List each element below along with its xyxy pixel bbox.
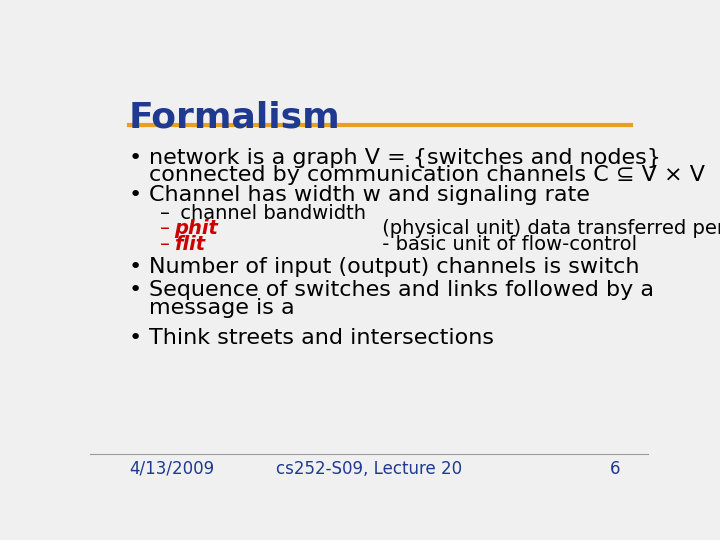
Text: •: •: [129, 328, 143, 348]
Text: –: –: [160, 235, 170, 254]
Text: •: •: [129, 258, 143, 278]
Text: •: •: [129, 185, 143, 205]
Text: 4/13/2009: 4/13/2009: [129, 460, 214, 478]
Text: –: –: [160, 204, 170, 222]
Text: network is a graph V = {switches and nodes}: network is a graph V = {switches and nod…: [148, 148, 660, 168]
Text: Sequence of switches and links followed by a: Sequence of switches and links followed …: [148, 280, 654, 300]
Text: •: •: [129, 280, 143, 300]
Text: phit: phit: [174, 219, 217, 239]
Text: - basic unit of flow-control: - basic unit of flow-control: [376, 235, 637, 254]
Text: Channel has width w and signaling rate: Channel has width w and signaling rate: [148, 185, 597, 205]
Text: (physical unit) data transferred per cycle: (physical unit) data transferred per cyc…: [376, 219, 720, 239]
Text: flit: flit: [174, 235, 204, 254]
Text: message is a: message is a: [148, 298, 302, 318]
Text: Number of input (output) channels is switch: Number of input (output) channels is swi…: [148, 258, 647, 278]
Text: Formalism: Formalism: [129, 100, 341, 134]
Text: channel bandwidth: channel bandwidth: [174, 204, 372, 222]
Text: cs252-S09, Lecture 20: cs252-S09, Lecture 20: [276, 460, 462, 478]
Text: 6: 6: [610, 460, 620, 478]
Text: connected by communication channels C ⊆ V × V: connected by communication channels C ⊆ …: [148, 165, 705, 185]
Text: Think streets and intersections: Think streets and intersections: [148, 328, 494, 348]
Text: •: •: [129, 148, 143, 168]
Text: –: –: [160, 219, 170, 239]
